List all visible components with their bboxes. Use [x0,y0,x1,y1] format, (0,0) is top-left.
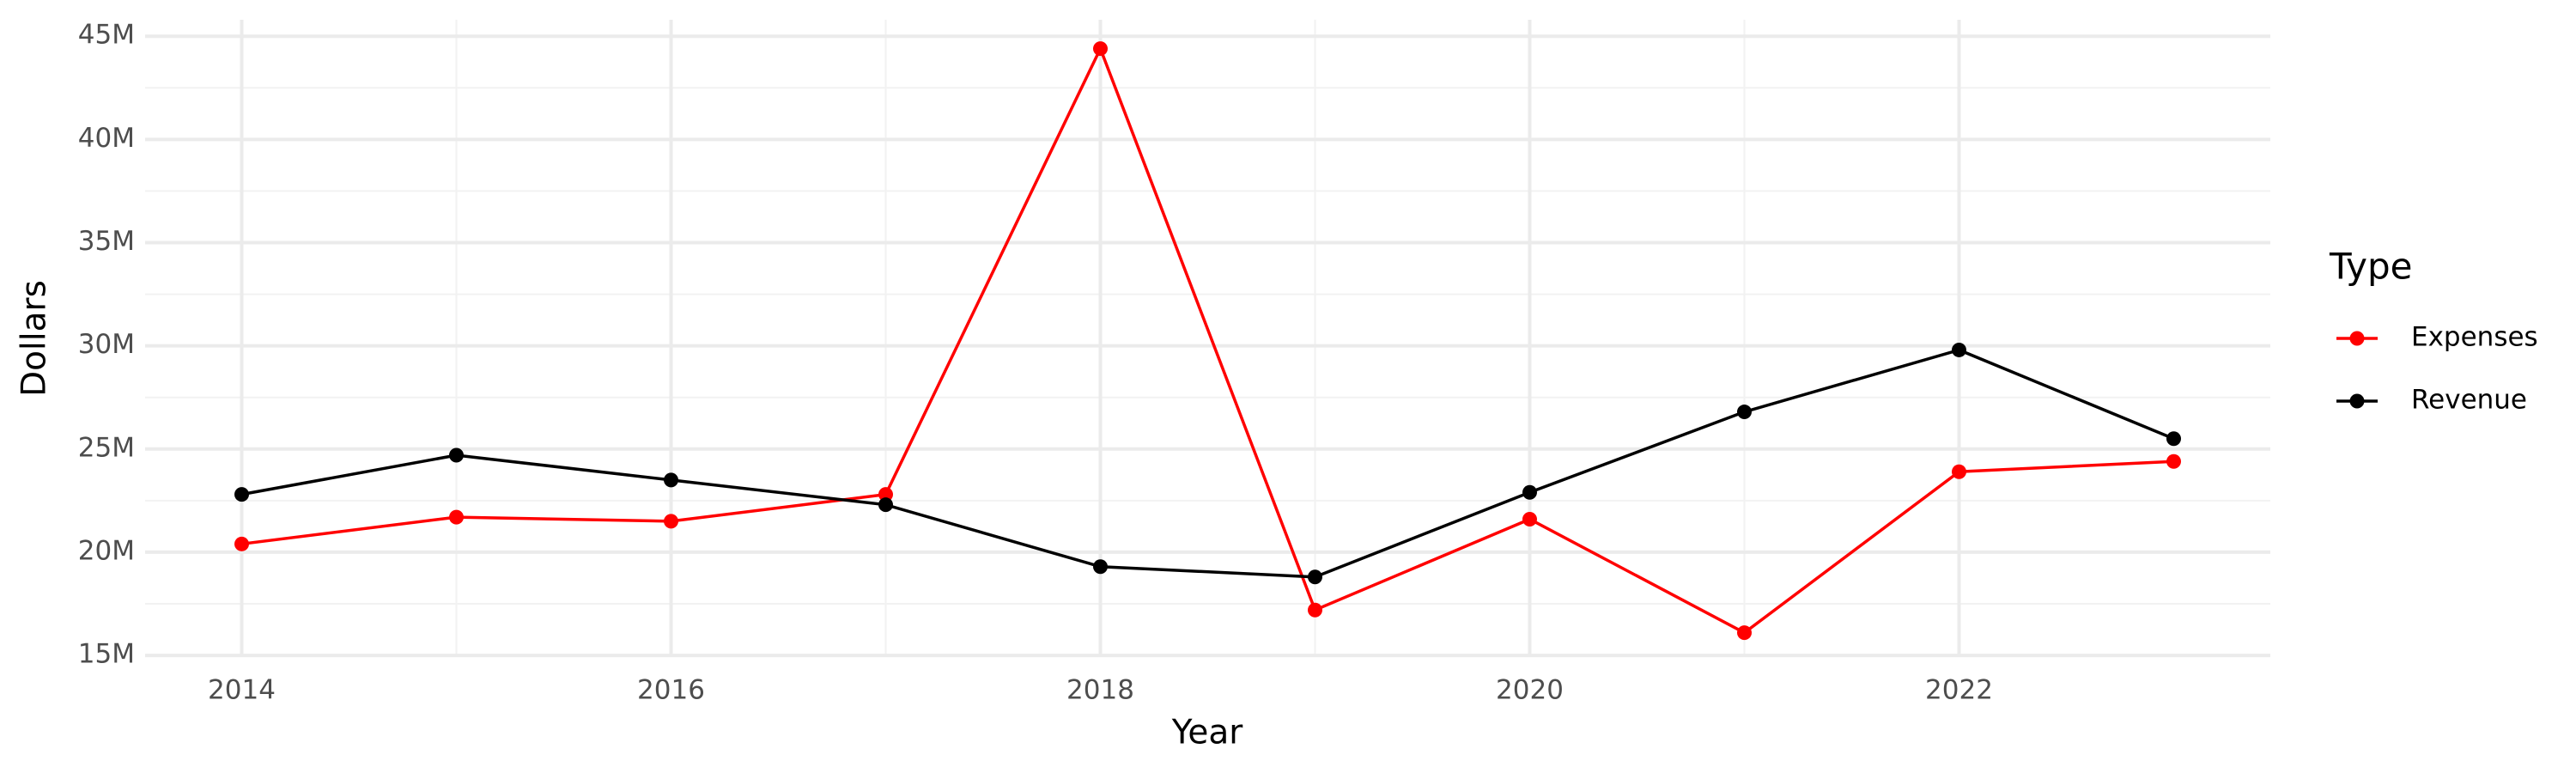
x-tick-label: 2022 [1925,675,1993,706]
x-tick-label: 2020 [1496,675,1564,706]
point [1737,625,1752,641]
point [1522,484,1537,500]
point [1952,342,1966,357]
y-tick-label: 40M [78,123,135,154]
point [449,509,464,525]
legend-title: Type [2329,246,2412,288]
series-line [241,348,2175,579]
point [1093,41,1108,57]
point [234,536,249,551]
point [449,447,464,463]
y-axis-title: Dollars [15,280,54,397]
y-tick-label: 20M [78,535,135,566]
point [878,497,893,513]
point [2166,453,2181,469]
y-tick-label: 15M [78,639,135,670]
point [1308,602,1322,618]
point [1308,569,1322,585]
y-tick-label: 45M [78,20,135,51]
point [1737,405,1752,420]
point [234,487,249,502]
x-tick-label: 2014 [208,675,276,706]
y-tick-label: 25M [78,432,135,463]
legend-label: Expenses [2411,322,2538,353]
x-axis-title: Year [1171,714,1244,752]
y-tick-label: 35M [78,226,135,257]
point [878,487,893,502]
y-tick-label: 30M [78,329,135,360]
x-tick-label: 2016 [637,675,705,706]
point [1522,511,1537,526]
legend-label: Revenue [2411,385,2527,416]
series-line [241,45,2174,635]
point [664,472,678,488]
x-tick-label: 2018 [1066,675,1134,706]
legend-marker [2349,393,2365,409]
point [1952,464,1966,479]
point [1093,559,1108,575]
point [2166,431,2181,447]
legend-marker [2349,331,2365,346]
point [664,514,678,529]
